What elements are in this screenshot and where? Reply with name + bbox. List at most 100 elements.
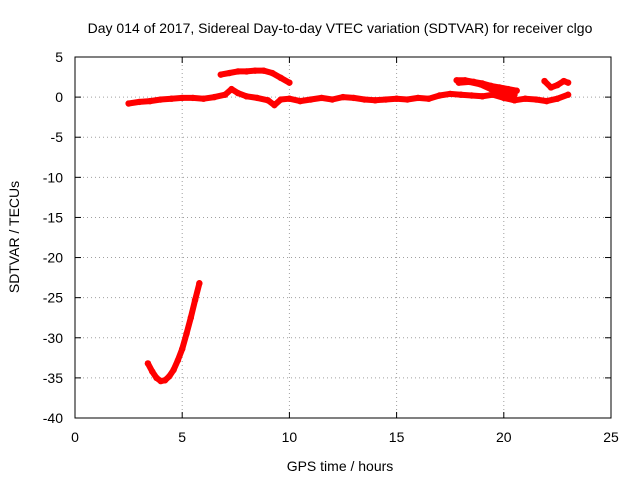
y-tick-label: -35 xyxy=(43,370,63,386)
y-tick-label: 0 xyxy=(55,89,63,105)
data-point xyxy=(361,96,368,103)
series-upper-arc-early xyxy=(217,67,293,86)
y-tick-label: -5 xyxy=(51,129,64,145)
data-point xyxy=(221,91,229,98)
data-point xyxy=(234,89,242,97)
data-point xyxy=(543,97,550,105)
data-point xyxy=(243,93,250,100)
data-point xyxy=(168,95,175,102)
x-tick-label: 5 xyxy=(178,429,186,445)
data-point xyxy=(211,93,218,101)
y-tick-labels: 5 0 -5 -10 -15 -20 -25 -30 -35 -40 xyxy=(43,49,63,426)
data-point xyxy=(234,68,242,75)
data-point xyxy=(455,79,462,86)
data-point xyxy=(217,71,224,78)
data-point xyxy=(511,97,518,104)
data-point xyxy=(254,94,261,102)
x-tick-label: 20 xyxy=(496,429,512,445)
data-point xyxy=(447,90,454,98)
plot-frame xyxy=(74,56,612,419)
data-point xyxy=(260,67,267,74)
y-tick-label: -25 xyxy=(43,290,63,306)
data-point xyxy=(191,296,199,304)
data-point xyxy=(468,92,475,99)
y-tick-label: 5 xyxy=(55,49,63,65)
data-point xyxy=(200,95,207,102)
data-point xyxy=(170,366,177,374)
x-tick-label: 0 xyxy=(71,429,79,445)
data-point xyxy=(136,98,143,106)
series-lower-hook xyxy=(144,280,203,385)
data-point xyxy=(500,94,507,102)
data-point xyxy=(196,280,203,287)
data-point xyxy=(564,79,572,86)
series-upper-arc-late-2 xyxy=(455,78,518,98)
data-point xyxy=(350,94,357,102)
data-point xyxy=(466,78,473,86)
data-point xyxy=(547,84,555,91)
data-point xyxy=(404,96,411,103)
y-tick-label: -10 xyxy=(43,169,63,185)
series-upper-arc-late-3 xyxy=(541,77,572,91)
y-axis-title: SDTVAR / TECUs xyxy=(6,181,22,293)
data-point xyxy=(179,94,186,102)
data-point xyxy=(277,96,285,103)
data-point xyxy=(269,69,276,77)
data-point xyxy=(243,68,250,75)
ticks xyxy=(74,56,612,419)
data-point xyxy=(498,89,505,96)
data-point xyxy=(226,69,233,77)
x-tick-label: 10 xyxy=(282,429,298,445)
data-point xyxy=(414,94,422,102)
data-point xyxy=(554,95,561,102)
data-point xyxy=(371,97,379,104)
data-point xyxy=(271,101,278,109)
data-point xyxy=(187,314,194,321)
data-point xyxy=(179,345,186,353)
data-point xyxy=(479,93,486,100)
data-point xyxy=(436,92,443,99)
data-point xyxy=(144,360,152,367)
data-point xyxy=(183,330,190,337)
y-tick-label: -20 xyxy=(43,250,63,266)
data-point xyxy=(477,81,484,88)
data-point xyxy=(554,81,561,89)
data-point xyxy=(286,95,293,102)
data-point xyxy=(296,97,304,105)
data-point xyxy=(125,100,132,107)
data-point xyxy=(174,357,182,364)
data-point xyxy=(228,85,235,93)
data-point xyxy=(541,77,548,85)
y-tick-label: -40 xyxy=(43,410,63,426)
y-tick-label: -30 xyxy=(43,330,63,346)
data-point xyxy=(161,377,169,384)
data-point xyxy=(307,96,315,103)
x-tick-label: 15 xyxy=(389,429,405,445)
data-point xyxy=(146,97,154,105)
data-point xyxy=(522,95,529,102)
y-tick-label: -15 xyxy=(43,209,63,225)
data-point xyxy=(277,74,285,82)
chart-title: Day 014 of 2017, Sidereal Day-to-day VTE… xyxy=(88,20,593,36)
data-point xyxy=(157,96,164,103)
data-point xyxy=(251,67,259,74)
x-axis-title: GPS time / hours xyxy=(287,458,394,474)
data-point xyxy=(564,91,572,98)
data-point xyxy=(286,79,293,86)
x-tick-label: 25 xyxy=(603,429,619,445)
data-point xyxy=(425,95,432,102)
data-point xyxy=(264,97,272,104)
data-point xyxy=(318,94,325,102)
data-point xyxy=(148,368,156,375)
data-point xyxy=(329,96,336,103)
data-point xyxy=(532,96,540,103)
data-point xyxy=(487,85,495,93)
data-point xyxy=(457,91,465,98)
x-tick-labels: 0 5 10 15 20 25 xyxy=(71,429,619,445)
data-series xyxy=(125,67,572,385)
data-point xyxy=(189,94,197,102)
data-point xyxy=(339,93,347,101)
data-point xyxy=(511,91,518,98)
data-point xyxy=(393,95,400,102)
